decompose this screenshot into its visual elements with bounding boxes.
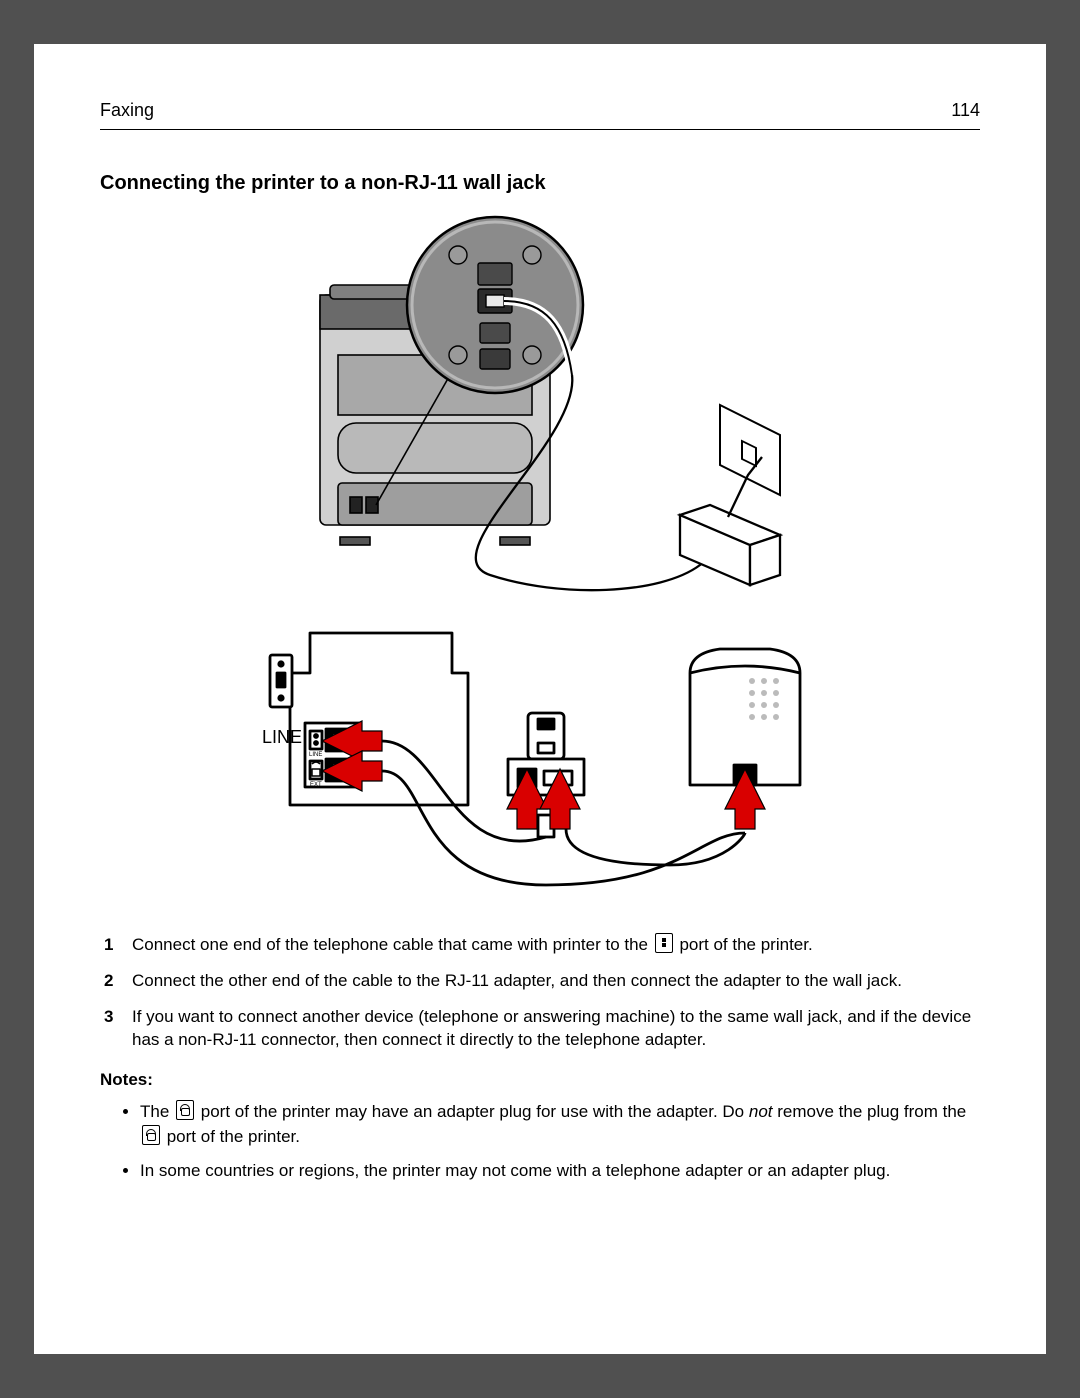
line-label: LINE (262, 727, 302, 747)
note-text: port of the printer may have an adapter … (196, 1102, 749, 1121)
svg-text:LINE: LINE (309, 752, 322, 758)
step-text: Connect one end of the telephone cable t… (132, 935, 653, 954)
notes-list: The port of the printer may have an adap… (100, 1100, 980, 1184)
note-1: The port of the printer may have an adap… (140, 1100, 980, 1149)
note-em: not (749, 1102, 773, 1121)
note-2: In some countries or regions, the printe… (140, 1159, 980, 1184)
ext-port-icon (142, 1125, 160, 1145)
connection-figure: LINE LINE EXT (100, 215, 980, 905)
page-number: 114 (951, 100, 980, 121)
notes-heading: Notes: (100, 1070, 980, 1090)
note-text: The (140, 1102, 174, 1121)
figure-top (280, 215, 800, 605)
svg-text:EXT: EXT (310, 782, 322, 788)
step-1: Connect one end of the telephone cable t… (100, 933, 980, 957)
ext-port-icon (176, 1100, 194, 1120)
step-3: If you want to connect another device (t… (100, 1005, 980, 1053)
note-text: port of the printer. (162, 1127, 300, 1146)
line-port-icon (655, 933, 673, 953)
manual-page: Faxing 114 Connecting the printer to a n… (34, 44, 1046, 1354)
step-list: Connect one end of the telephone cable t… (100, 933, 980, 1052)
running-header: Faxing 114 (100, 100, 980, 130)
section-name: Faxing (100, 100, 154, 121)
step-text: port of the printer. (675, 935, 813, 954)
step-2: Connect the other end of the cable to th… (100, 969, 980, 993)
note-text: remove the plug from the (773, 1102, 967, 1121)
section-title: Connecting the printer to a non‑RJ‑11 wa… (100, 172, 980, 195)
figure-bottom: LINE LINE EXT (240, 615, 840, 905)
